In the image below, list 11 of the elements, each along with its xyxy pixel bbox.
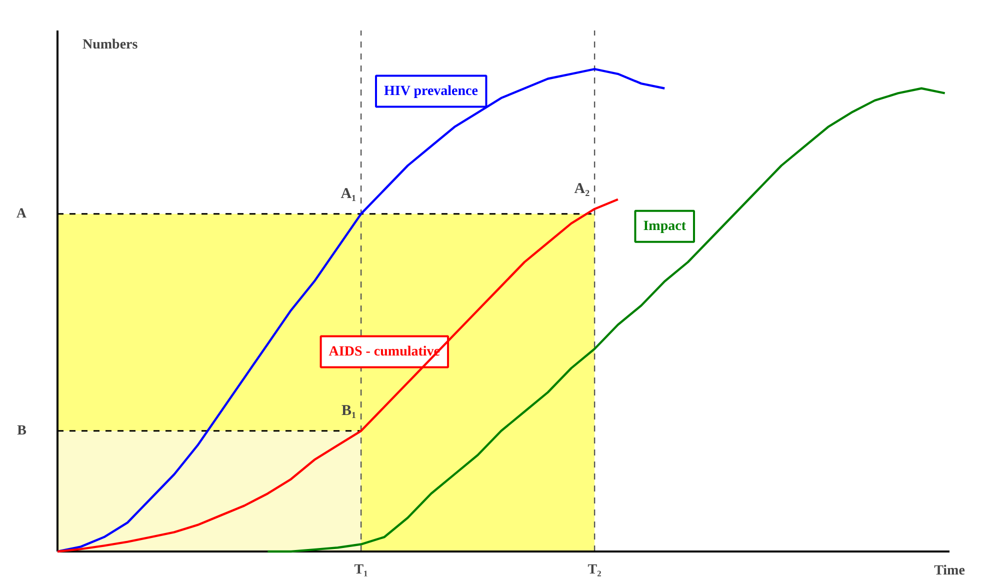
ref-line-label: A — [16, 206, 28, 222]
annotation: A₂ — [574, 180, 590, 197]
y-axis-title: Numbers — [82, 38, 138, 52]
annotation: A₁ — [340, 186, 356, 202]
x-axis-title: Time — [934, 564, 965, 578]
series-label: Impact — [643, 218, 686, 234]
ref-line-label: B — [17, 423, 27, 438]
x-tick-label: T₂ — [588, 562, 602, 578]
annotation: B₁ — [342, 402, 356, 419]
series-label: HIV prevalence — [384, 84, 478, 99]
x-tick-label: T₁ — [354, 562, 368, 578]
